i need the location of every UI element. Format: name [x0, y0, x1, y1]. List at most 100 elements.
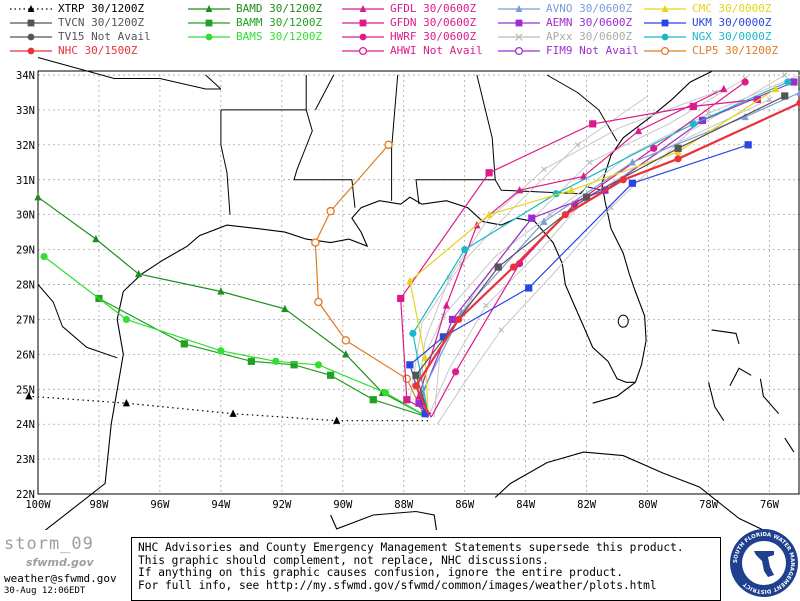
lat-label: 24N — [16, 419, 35, 431]
lon-label: 92W — [272, 499, 292, 511]
track-point — [311, 238, 320, 247]
lat-label: 26N — [16, 349, 35, 361]
state-border — [494, 179, 603, 195]
legend-swatch — [188, 5, 230, 12]
legend-label: AEMN 30/0600Z — [546, 16, 633, 29]
legend-item: NHC 30/1500Z — [6, 44, 162, 58]
legend-label: APxx 30/0600Z — [546, 30, 633, 43]
track-point — [122, 315, 130, 324]
track-point — [784, 78, 792, 86]
legend-item: GFDN 30/0600Z — [338, 16, 494, 30]
legend-label: FIM9 Not Avail — [546, 44, 639, 57]
legend-swatch — [644, 19, 686, 27]
track-point — [369, 396, 377, 404]
track-point — [122, 399, 130, 407]
legend-item: BAMM 30/1200Z — [184, 16, 340, 30]
legend-label: NGX 30/0000Z — [692, 30, 772, 43]
legend-label: AVNO 30/0600Z — [546, 2, 633, 15]
track-point — [272, 357, 280, 365]
legend-item: TV15 Not Avail — [6, 30, 162, 44]
track-point — [796, 99, 800, 107]
axis-labels: 34N 33N 32N 31N 30N 29N 28N 27N 26N 25N 24N 23N 22N1… — [16, 70, 780, 511]
apxx-point — [498, 327, 505, 333]
apxx-point — [586, 159, 593, 166]
legend-item: CMC 30/0000Z — [640, 2, 796, 16]
legend-item: XTRP 30/1200Z — [6, 2, 162, 16]
track-point — [442, 301, 451, 309]
legend-item: UKM 30/0000Z — [640, 16, 796, 30]
track-point — [421, 353, 429, 362]
track-nhc — [412, 99, 800, 415]
track-point — [342, 350, 350, 358]
track-point — [333, 416, 341, 424]
track-line — [37, 196, 429, 418]
issue-date: 30-Aug 12:06EDT — [4, 586, 86, 596]
track-point — [744, 141, 752, 149]
legend-label: BAMM 30/1200Z — [236, 16, 323, 29]
lat-label: 28N — [16, 280, 35, 292]
track-point — [790, 78, 798, 86]
coastline — [711, 329, 740, 345]
state-border — [391, 74, 399, 201]
legend-item: APxx 30/0600Z — [494, 30, 650, 44]
state-border — [314, 74, 335, 111]
state-border — [546, 74, 618, 142]
track-point — [674, 155, 682, 163]
lon-label: 76W — [760, 499, 780, 511]
disclaimer-line[interactable]: For full info, see http://my.sfwmd.gov/s… — [138, 578, 657, 592]
legend-swatch — [498, 19, 540, 27]
track-point — [381, 389, 390, 397]
coastline — [592, 381, 636, 404]
legend-item: GFDL 30/0600Z — [338, 2, 494, 16]
coastline — [708, 382, 725, 421]
legend-item: TVCN 30/1200Z — [6, 16, 162, 30]
track-point — [528, 214, 536, 222]
legend-swatch — [342, 46, 384, 56]
disclaimer-line: NHC Advisories and County Emergency Mana… — [138, 541, 684, 554]
track-point — [217, 347, 225, 355]
track-point — [525, 284, 533, 292]
legend-item: FIM9 Not Avail — [494, 44, 650, 58]
track-point — [40, 252, 48, 261]
track-point — [628, 179, 636, 187]
track-point — [217, 287, 225, 295]
forecast-tracks — [25, 72, 800, 425]
legend-label: BAMD 30/1200Z — [236, 2, 323, 15]
legend-item: NGX 30/0000Z — [640, 30, 796, 44]
track-point — [509, 263, 518, 271]
legend-item: AHWI Not Avail — [338, 44, 494, 58]
legend-label: GFDN 30/0600Z — [390, 16, 477, 29]
legend-label: HWRF 30/0600Z — [390, 30, 477, 43]
legend-swatch — [644, 33, 686, 41]
legend-item: BAMS 30/1200Z — [184, 30, 340, 44]
state-border — [37, 57, 221, 90]
legend-label: NHC 30/1500Z — [58, 44, 138, 57]
apxx-track — [421, 74, 800, 414]
legend-item: HWRF 30/0600Z — [338, 30, 494, 44]
track-point — [741, 112, 749, 121]
legend-item: AVNO 30/0600Z — [494, 2, 650, 16]
legend-label: AHWI Not Avail — [390, 44, 483, 57]
track-point — [753, 95, 761, 104]
lon-label: 82W — [577, 499, 597, 511]
track-ukm — [406, 141, 752, 418]
apxx-track — [436, 74, 786, 425]
track-point — [229, 409, 237, 417]
track-point — [583, 193, 591, 201]
lat-label: 34N — [16, 70, 35, 82]
track-point — [628, 158, 636, 166]
contact-email[interactable]: weather@sfwmd.gov — [4, 572, 117, 585]
lon-label: 100W — [25, 499, 51, 511]
legend-swatch — [10, 19, 52, 27]
apxx-point — [574, 142, 581, 148]
track-point — [567, 186, 575, 194]
track-point — [689, 102, 697, 111]
legend-item: AEMN 30/0600Z — [494, 16, 650, 30]
sfwmd-seal-icon: SOUTH FLORIDA WATER MANAGEMENT DISTRICT — [730, 529, 798, 597]
lon-label: 80W — [638, 499, 658, 511]
disclaimer-line: This graphic should complement, not repl… — [138, 553, 549, 567]
track-gfdn — [397, 95, 761, 415]
lon-label: 96W — [150, 499, 170, 511]
coastline — [494, 451, 765, 530]
track-point — [796, 88, 800, 96]
